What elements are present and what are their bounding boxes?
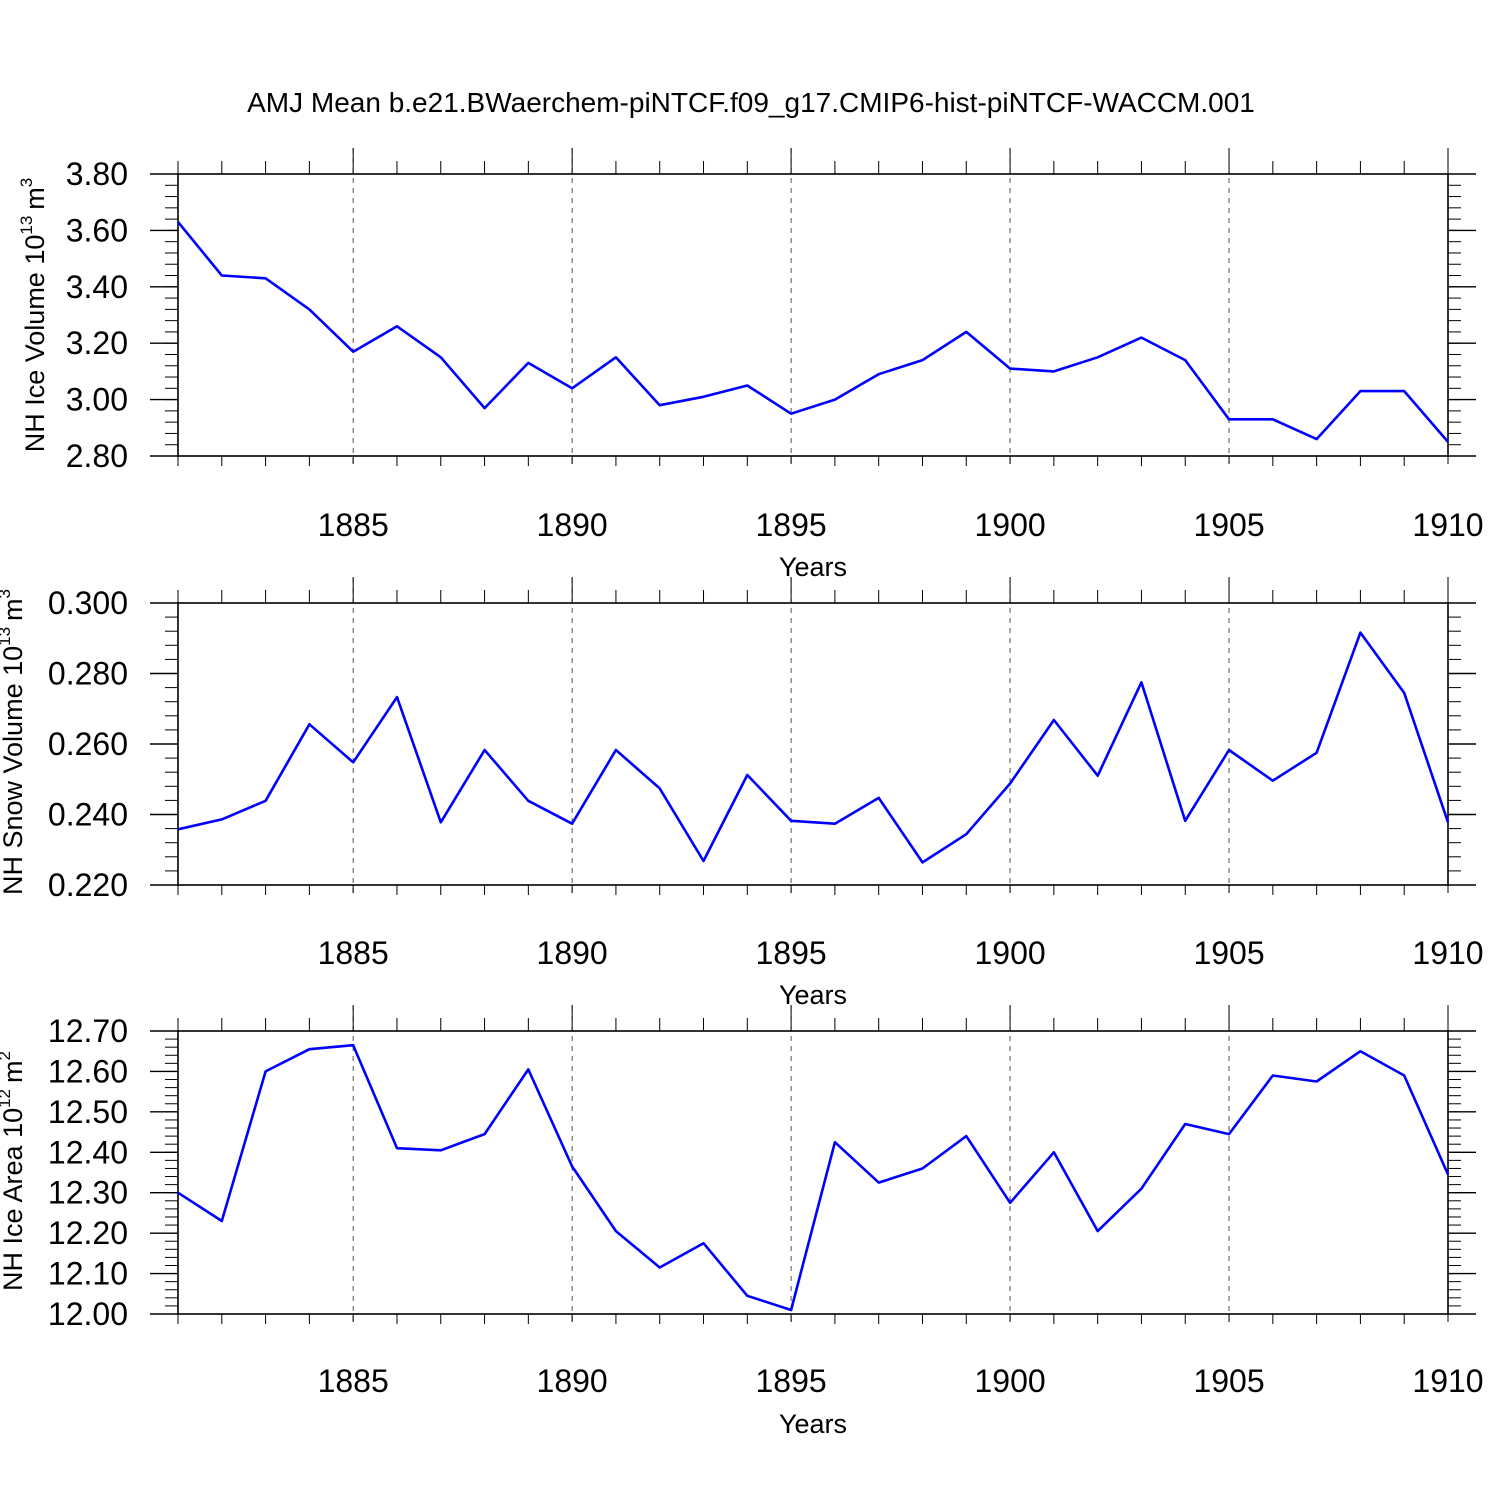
ice-area-y-tick-label: 12.50 xyxy=(48,1094,128,1130)
snow-volume-y-tick-label: 0.240 xyxy=(48,797,128,833)
ice-volume-x-tick-label: 1910 xyxy=(1412,507,1483,543)
ice-volume-plot-frame xyxy=(177,173,1449,457)
snow-volume-x-tick-label: 1890 xyxy=(537,935,608,971)
snow-volume-y-tick-label: 0.300 xyxy=(48,585,128,621)
ice-area-x-axis-label: Years xyxy=(779,1409,847,1439)
snow-volume-y-tick-label: 0.220 xyxy=(48,867,128,903)
ice-volume-y-tick-label: 3.60 xyxy=(66,212,128,248)
snow-volume-x-tick-label: 1885 xyxy=(318,935,389,971)
ice-volume-x-tick-label: 1885 xyxy=(318,507,389,543)
ice-area-series-line xyxy=(177,1043,1450,1312)
snow-volume-x-tick-label: 1905 xyxy=(1193,935,1264,971)
snow-volume-x-tick-label: 1900 xyxy=(974,935,1045,971)
ice-volume-x-tick-label: 1900 xyxy=(974,507,1045,543)
ice-area-y-tick-label: 12.30 xyxy=(48,1175,128,1211)
ice-volume-y-tick-label: 3.40 xyxy=(66,269,128,305)
snow-volume-x-tick-label: 1895 xyxy=(756,935,827,971)
ice-area-x-tick-label: 1900 xyxy=(974,1363,1045,1399)
ice-volume-x-tick-label: 1895 xyxy=(756,507,827,543)
snow-volume-x-tick-label: 1910 xyxy=(1412,935,1483,971)
ice-area-y-tick-label: 12.40 xyxy=(48,1134,128,1170)
ice-volume-y-tick-label: 3.20 xyxy=(66,325,128,361)
ice-area-plot-frame xyxy=(177,1030,1449,1315)
ice-area-y-tick-label: 12.10 xyxy=(48,1256,128,1292)
snow-volume-y-axis-label: NH Snow Volume 1013m3 xyxy=(0,589,28,895)
ice-area-y-tick-label: 12.60 xyxy=(48,1053,128,1089)
ice-area-x-tick-label: 1890 xyxy=(537,1363,608,1399)
ice-area-y-axis-label: NH Ice Area 1012m2 xyxy=(0,1051,28,1291)
snow-volume-x-axis-label: Years xyxy=(779,980,847,1010)
snow-volume-y-tick-label: 0.260 xyxy=(48,726,128,762)
snow-volume-plot-frame xyxy=(177,602,1449,886)
ice-area-x-tick-label: 1885 xyxy=(318,1363,389,1399)
chart-title: AMJ Mean b.e21.BWaerchem-piNTCF.f09_g17.… xyxy=(247,87,1255,118)
ice-volume-x-tick-label: 1890 xyxy=(537,507,608,543)
snow-volume-series-line xyxy=(177,631,1450,864)
ice-volume-x-tick-label: 1905 xyxy=(1193,507,1264,543)
ice-area-x-tick-label: 1895 xyxy=(756,1363,827,1399)
ice-area-panel: NH Ice Area 1012m2 Years 12.00 12.10 12.20… xyxy=(0,1005,1484,1439)
snow-volume-panel: NH Snow Volume 1013m3 Years 0.220 0.240 0.… xyxy=(0,577,1484,1010)
ice-volume-panel: NH Ice Volume 1013m3 Years 2.80 3.00 3.20 3… xyxy=(17,148,1484,582)
ice-volume-x-axis-label: Years xyxy=(779,552,847,582)
ice-volume-y-axis-label: NH Ice Volume 1013m3 xyxy=(17,178,50,453)
ice-area-x-tick-label: 1910 xyxy=(1412,1363,1483,1399)
ice-volume-y-tick-label: 3.80 xyxy=(66,156,128,192)
ice-volume-y-tick-label: 3.00 xyxy=(66,382,128,418)
ice-area-y-tick-label: 12.70 xyxy=(48,1013,128,1049)
ice-area-y-tick-label: 12.20 xyxy=(48,1215,128,1251)
ice-area-x-tick-label: 1905 xyxy=(1193,1363,1264,1399)
snow-volume-y-tick-label: 0.280 xyxy=(48,656,128,692)
ice-volume-y-tick-label: 2.80 xyxy=(66,438,128,474)
ice-area-y-tick-label: 12.00 xyxy=(48,1296,128,1332)
ice-volume-series-line xyxy=(176,221,1449,443)
